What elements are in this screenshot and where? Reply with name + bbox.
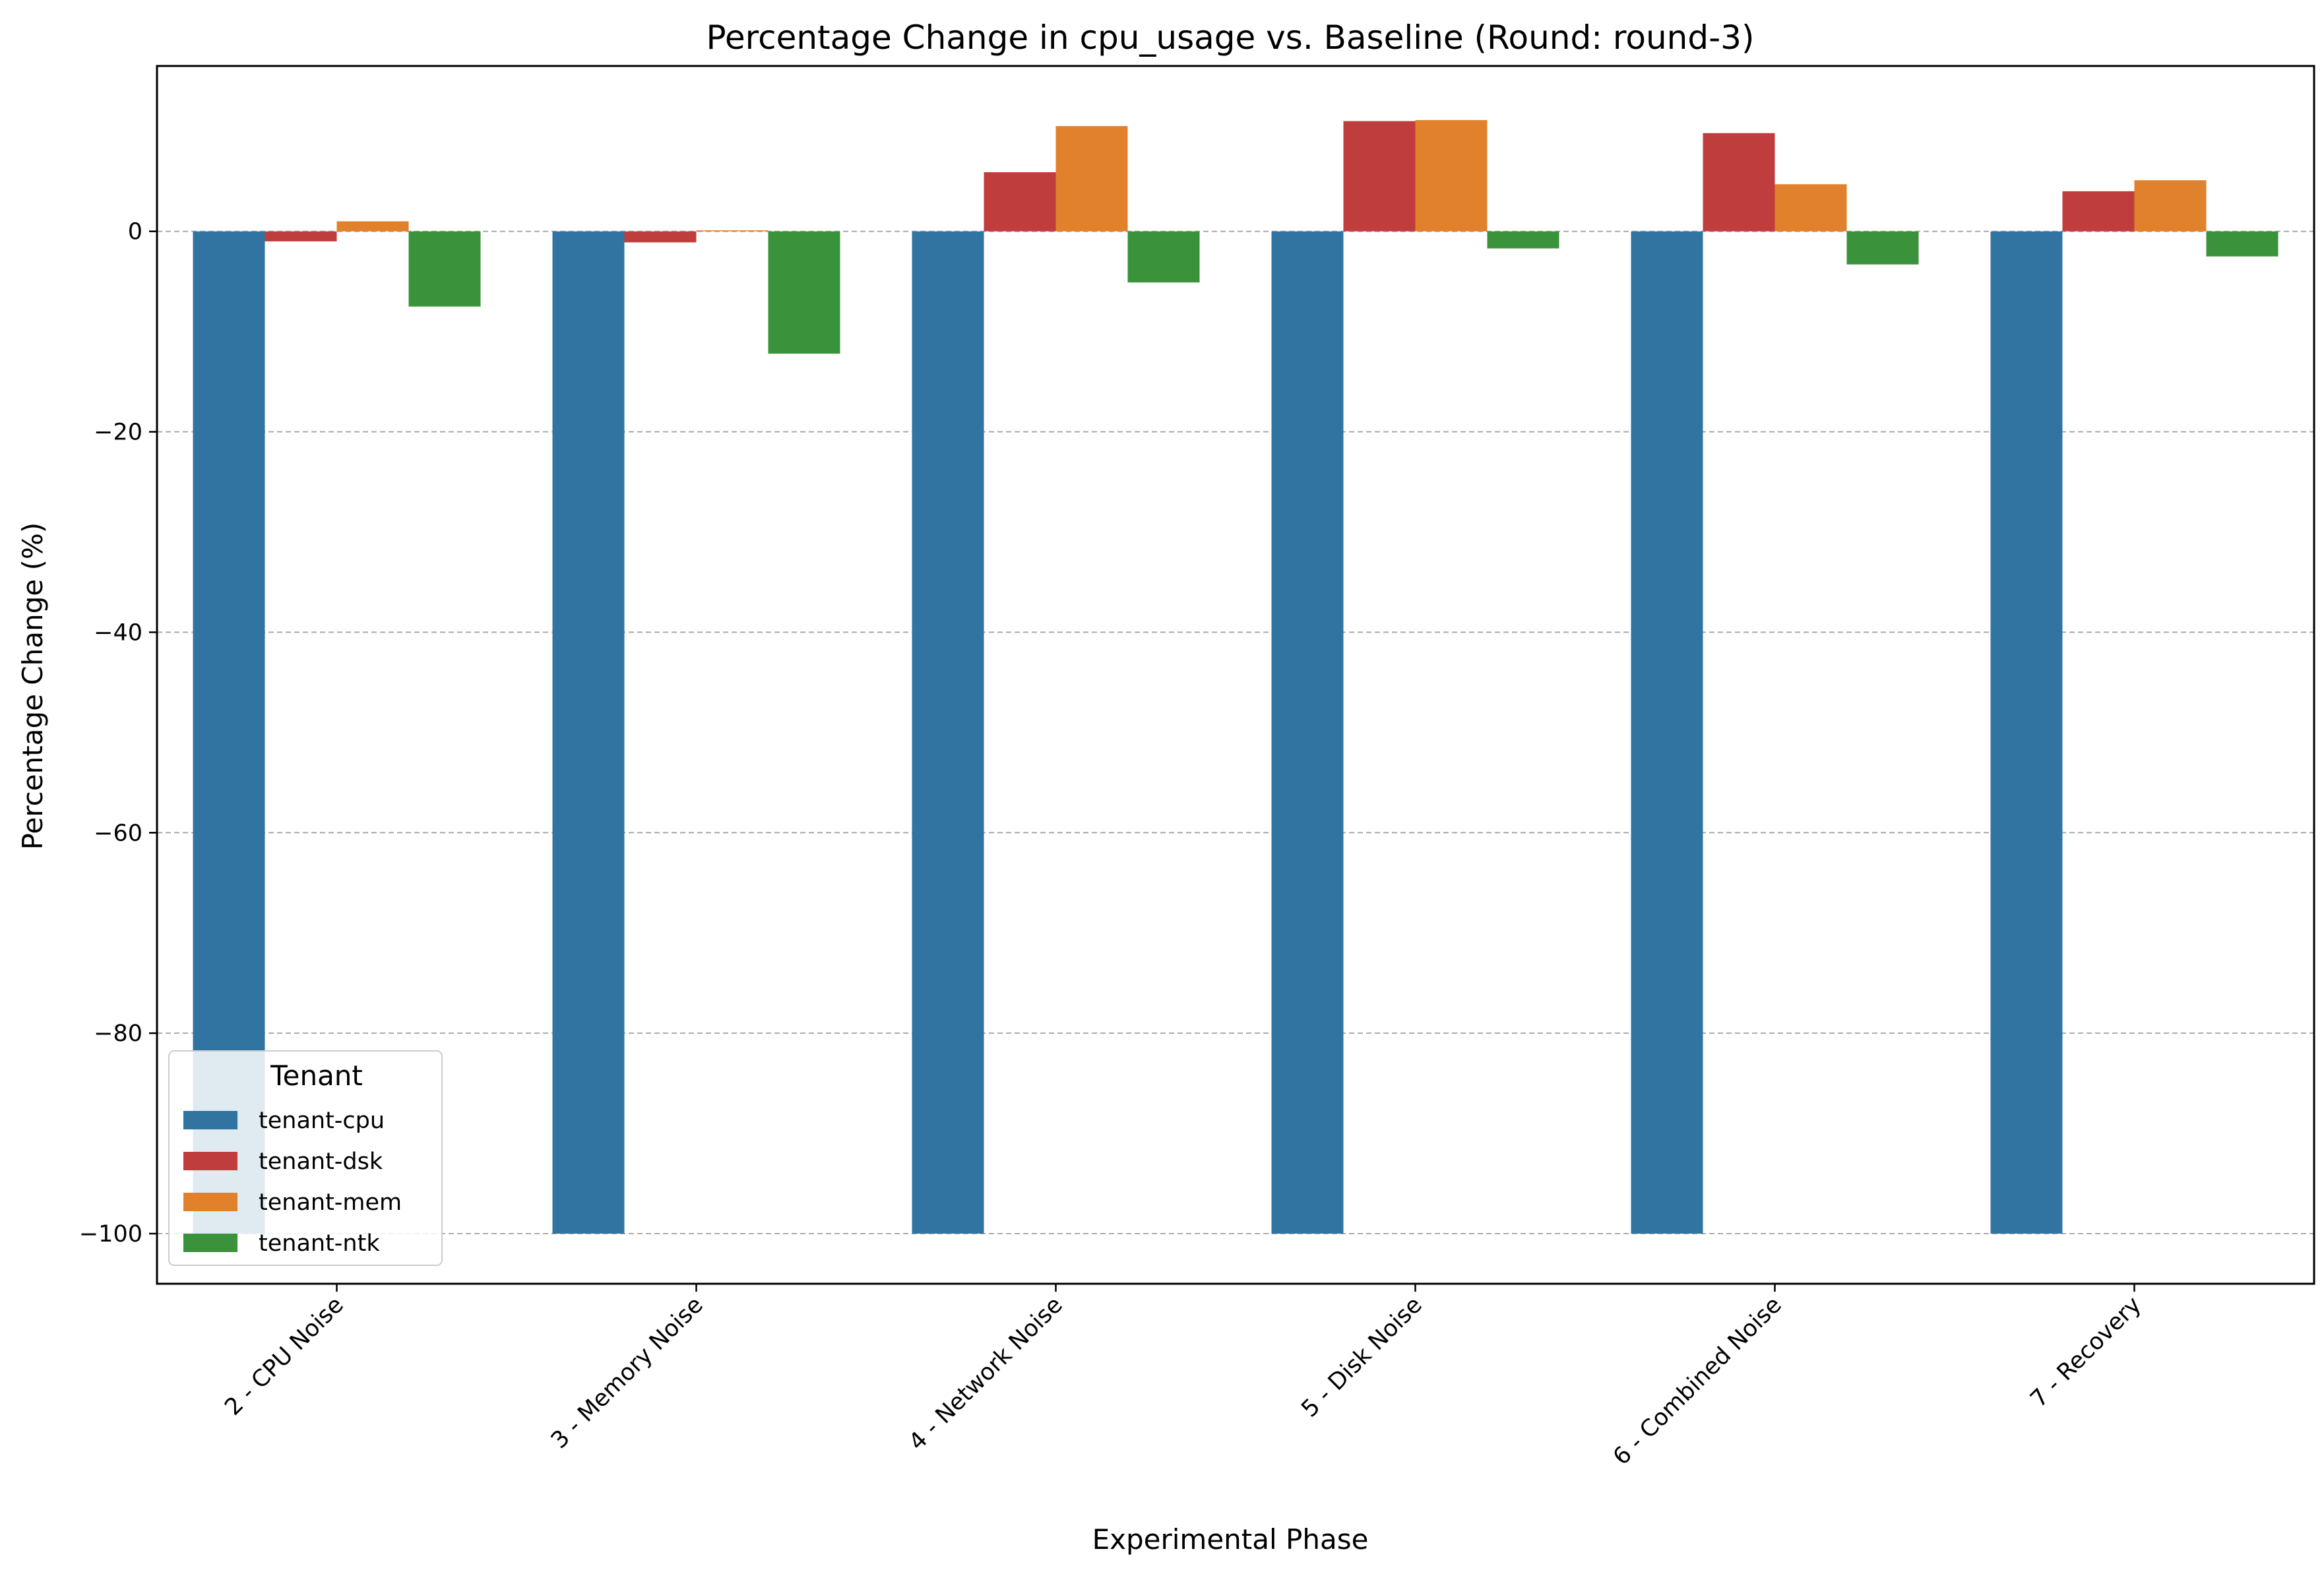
bar-tenant-ntk — [1127, 231, 1200, 283]
y-tick-label: 0 — [128, 219, 142, 245]
bar-tenant-dsk — [624, 231, 697, 243]
legend-title: Tenant — [270, 1059, 363, 1092]
x-axis: 2 - CPU Noise 3 - Memory Noise 4 - Network… — [220, 1284, 2147, 1470]
bar-tenant-ntk — [2206, 231, 2278, 257]
bar-tenant-ntk — [768, 231, 840, 354]
plot-area — [156, 65, 2315, 1285]
legend-label: tenant-mem — [259, 1189, 402, 1216]
bar-tenant-mem — [1774, 184, 1847, 232]
legend-box — [168, 1050, 443, 1266]
legend-swatch — [183, 1152, 237, 1170]
bar-tenant-cpu — [1990, 231, 2063, 1234]
y-tick-label: −80 — [94, 1021, 142, 1047]
y-axis-label: Percentage Change (%) — [16, 522, 49, 850]
legend: Tenant tenant-cputenant-dsktenant-memten… — [168, 1050, 443, 1266]
bar-tenant-cpu — [1271, 231, 1344, 1234]
bar-tenant-mem — [1055, 126, 1128, 232]
bar-tenant-ntk — [1487, 231, 1559, 249]
x-tick-label: 4 - Network Noise — [904, 1292, 1068, 1456]
legend-label: tenant-dsk — [259, 1149, 383, 1175]
bar-tenant-cpu — [1631, 231, 1703, 1234]
chart-title: Percentage Change in cpu_usage vs. Basel… — [707, 18, 1755, 57]
legend-swatch — [183, 1193, 237, 1211]
x-tick-label: 5 - Disk Noise — [1296, 1292, 1427, 1422]
legend-label: tenant-cpu — [259, 1108, 385, 1134]
y-tick-label: −40 — [94, 619, 142, 646]
bar-tenant-cpu — [912, 231, 984, 1234]
legend-label: tenant-ntk — [259, 1230, 380, 1257]
legend-items: tenant-cpu tenant-dsk tenant-mem tenant-ntk — [183, 1108, 402, 1257]
y-tick-label: −100 — [79, 1221, 142, 1247]
bar-tenant-dsk — [265, 231, 337, 241]
y-tick-label: −60 — [94, 820, 142, 846]
bar-tenant-mem — [2134, 180, 2207, 232]
x-axis-label: Experimental Phase — [1092, 1523, 1369, 1556]
x-tick-label: 7 - Recovery — [2025, 1292, 2146, 1412]
y-tick-label: −20 — [94, 420, 142, 446]
bar-tenant-dsk — [1703, 133, 1775, 232]
grid-lines — [157, 230, 2314, 1235]
bar-tenant-dsk — [2062, 191, 2135, 232]
x-tick-label: 3 - Memory Noise — [546, 1292, 708, 1454]
bars — [193, 120, 2278, 1234]
x-tick-label: 2 - CPU Noise — [220, 1292, 349, 1421]
legend-swatch — [183, 1111, 237, 1129]
bar-tenant-mem — [696, 230, 769, 232]
bar-tenant-dsk — [984, 172, 1056, 232]
bar-tenant-mem — [1415, 120, 1488, 232]
x-tick-label: 6 - Combined Noise — [1608, 1292, 1787, 1470]
bar-tenant-ntk — [408, 231, 481, 307]
legend-swatch — [183, 1234, 237, 1252]
y-axis: 0 −20 −40 −60 −80 −100 — [79, 219, 157, 1247]
bar-tenant-cpu — [552, 231, 625, 1234]
bar-tenant-mem — [336, 221, 409, 232]
bar-tenant-ntk — [1846, 231, 1919, 265]
bar-tenant-dsk — [1343, 121, 1416, 232]
